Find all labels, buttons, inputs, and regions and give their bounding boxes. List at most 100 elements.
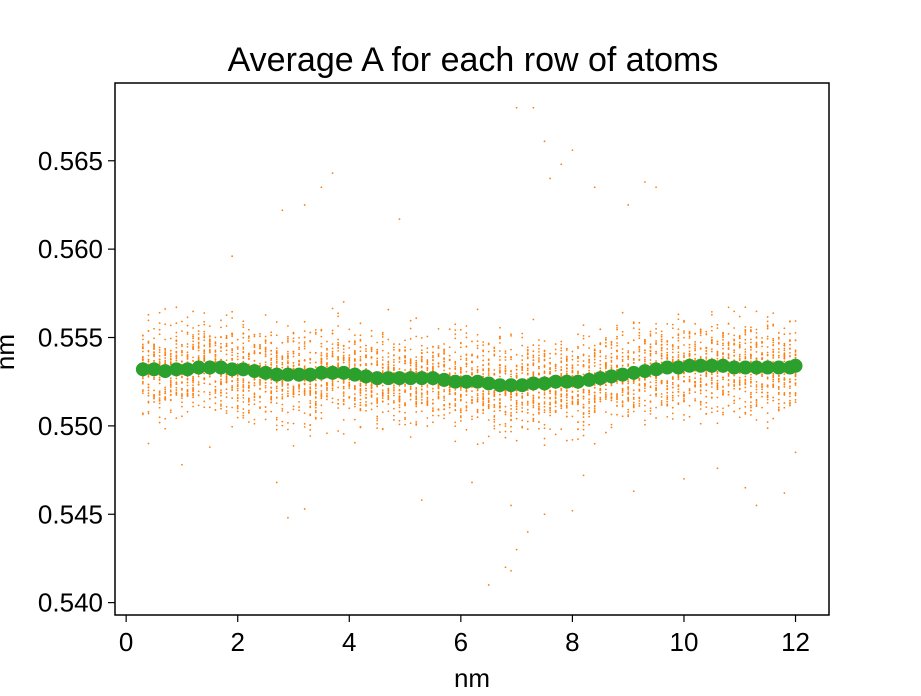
atom-point	[153, 359, 155, 362]
atom-point	[214, 350, 217, 353]
atom-point	[398, 356, 401, 359]
atom-point	[247, 335, 250, 338]
atom-point	[504, 365, 507, 368]
atom-point	[761, 395, 763, 398]
atom-point	[376, 360, 379, 362]
row-average-point	[526, 376, 541, 391]
atom-point	[549, 177, 551, 180]
atom-point	[353, 396, 356, 399]
atom-point	[627, 389, 630, 391]
atom-point	[560, 347, 563, 350]
atom-point	[415, 359, 418, 362]
atom-point	[443, 369, 446, 372]
atom-point	[320, 393, 323, 396]
atom-point	[303, 365, 306, 368]
atom-point	[348, 382, 351, 384]
atom-point	[409, 422, 412, 425]
atom-point	[738, 336, 741, 338]
atom-point	[750, 391, 752, 394]
atom-point	[727, 393, 730, 396]
atom-point	[777, 386, 780, 389]
atom-point	[565, 370, 568, 373]
atom-point	[270, 357, 273, 360]
atom-point	[783, 344, 786, 347]
atom-point	[549, 401, 551, 404]
atom-point	[270, 379, 273, 381]
atom-point	[281, 424, 284, 427]
atom-point	[158, 402, 161, 405]
atom-point	[789, 355, 791, 358]
atom-point	[560, 349, 563, 352]
atom-point	[476, 394, 479, 397]
atom-point	[671, 386, 674, 389]
atom-point	[521, 403, 524, 406]
atom-point	[482, 368, 485, 371]
atom-point	[616, 401, 618, 403]
atom-point	[387, 397, 390, 399]
row-average-point	[269, 367, 284, 382]
atom-point	[510, 404, 512, 407]
atom-point	[381, 333, 384, 336]
atom-point	[275, 347, 278, 350]
atom-point	[677, 358, 680, 361]
atom-point	[387, 365, 390, 368]
atom-point	[348, 328, 351, 331]
atom-point	[169, 390, 172, 393]
atom-point	[744, 383, 747, 386]
atom-point	[549, 392, 551, 395]
atom-point	[247, 340, 250, 342]
atom-point	[192, 333, 194, 336]
atom-point	[744, 348, 747, 351]
atom-point	[247, 389, 250, 392]
atom-point	[526, 367, 529, 370]
atom-point	[716, 382, 719, 385]
atom-point	[772, 386, 775, 389]
atom-point	[342, 345, 345, 348]
atom-point	[510, 396, 512, 399]
atom-point	[259, 345, 261, 348]
atom-point	[588, 335, 591, 338]
atom-point	[381, 356, 384, 359]
atom-point	[671, 351, 674, 354]
atom-point	[415, 411, 418, 413]
atom-point	[571, 358, 574, 361]
atom-point	[454, 421, 457, 424]
atom-point	[409, 359, 412, 362]
atom-point	[644, 349, 646, 352]
atom-point	[326, 348, 328, 351]
atom-point	[169, 377, 172, 380]
atom-point	[270, 401, 273, 404]
atom-point	[532, 396, 535, 399]
atom-point	[164, 427, 167, 430]
atom-point	[655, 341, 657, 344]
atom-point	[147, 330, 150, 332]
atom-point	[331, 397, 334, 400]
row-average-point	[481, 376, 496, 391]
atom-point	[699, 329, 702, 331]
atom-point	[766, 354, 769, 357]
atom-point	[610, 364, 613, 367]
atom-point	[181, 376, 183, 379]
atom-point	[621, 415, 624, 418]
atom-point	[554, 348, 557, 351]
atom-point	[465, 359, 468, 361]
atom-point	[153, 395, 155, 398]
atom-point	[738, 346, 741, 349]
atom-point	[337, 402, 340, 405]
atom-point	[192, 340, 194, 343]
atom-point	[794, 320, 797, 322]
atom-point	[365, 401, 367, 403]
atom-point	[303, 426, 306, 428]
atom-point	[610, 423, 613, 426]
atom-point	[543, 444, 546, 447]
atom-point	[755, 310, 758, 313]
atom-point	[275, 481, 278, 484]
atom-point	[342, 392, 345, 395]
atom-point	[632, 393, 635, 396]
atom-point	[644, 342, 646, 345]
atom-point	[208, 338, 211, 341]
atom-point	[632, 321, 635, 324]
atom-point	[231, 389, 234, 391]
atom-point	[671, 323, 674, 326]
atom-point	[515, 408, 518, 410]
